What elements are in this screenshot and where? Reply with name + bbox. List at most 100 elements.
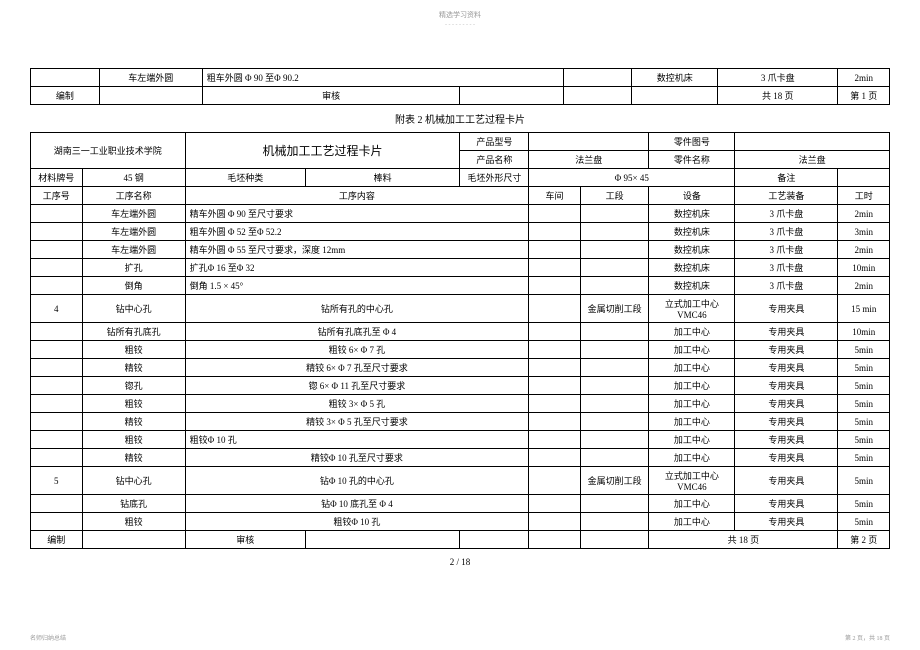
- cell-seq: [31, 323, 83, 341]
- cell-time: 2min: [838, 205, 890, 223]
- cell-tool: 专用夹具: [735, 495, 838, 513]
- cell: 3 爪卡盘: [718, 69, 838, 87]
- cell: [99, 87, 202, 105]
- cell-content: 扩孔Φ 16 至Φ 32: [185, 259, 529, 277]
- table-row: 粗铰粗铰Φ 10 孔加工中心专用夹具5min: [31, 431, 890, 449]
- cell-name: 粗铰: [82, 513, 185, 531]
- cell-tool: 3 爪卡盘: [735, 223, 838, 241]
- cell-name: 粗铰: [82, 341, 185, 359]
- cell: [31, 69, 100, 87]
- cell-tool: 专用夹具: [735, 513, 838, 531]
- cell-tool: 3 爪卡盘: [735, 241, 838, 259]
- cell-time: 5min: [838, 467, 890, 495]
- cell-tool: 专用夹具: [735, 341, 838, 359]
- cell: [82, 531, 185, 549]
- cell-name: 精铰: [82, 359, 185, 377]
- cell-shop: [529, 513, 581, 531]
- lbl: 零件图号: [649, 133, 735, 151]
- cell-name: 粗铰: [82, 395, 185, 413]
- cell-edit: 编制: [31, 87, 100, 105]
- cell-section: [580, 395, 649, 413]
- cell-equip: 加工中心: [649, 413, 735, 431]
- cell: [529, 531, 581, 549]
- table-row: 5钻中心孔钻Φ 10 孔的中心孔金属切削工段立式加工中心VMC46专用夹具5mi…: [31, 467, 890, 495]
- cell-shop: [529, 377, 581, 395]
- cell-seq: [31, 449, 83, 467]
- cell-pages: 共 18 页: [718, 87, 838, 105]
- cell-tool: 专用夹具: [735, 449, 838, 467]
- cell: 车左端外圆: [99, 69, 202, 87]
- cell-time: 5min: [838, 341, 890, 359]
- cell-name: 钻底孔: [82, 495, 185, 513]
- cell-section: [580, 277, 649, 295]
- lbl: 材料牌号: [31, 169, 83, 187]
- cell-tool: 专用夹具: [735, 359, 838, 377]
- col-shop: 车间: [529, 187, 581, 205]
- cell-content: 锪 6× Φ 11 孔至尺寸要求: [185, 377, 529, 395]
- cell-equip: 数控机床: [649, 241, 735, 259]
- cell-time: 15 min: [838, 295, 890, 323]
- table-row: 车左端外圆精车外圆 Φ 90 至尺寸要求数控机床3 爪卡盘2min: [31, 205, 890, 223]
- cell-shop: [529, 359, 581, 377]
- cell-content: 精铰 3× Φ 5 孔至尺寸要求: [185, 413, 529, 431]
- cell-shop: [529, 205, 581, 223]
- val: [838, 169, 890, 187]
- cell-content: 粗铰 6× Φ 7 孔: [185, 341, 529, 359]
- val: [529, 133, 649, 151]
- cell-section: 金属切削工段: [580, 295, 649, 323]
- table-row: 倒角倒角 1.5 × 45°数控机床3 爪卡盘2min: [31, 277, 890, 295]
- cell-shop: [529, 223, 581, 241]
- table-row: 精铰精铰 6× Φ 7 孔至尺寸要求加工中心专用夹具5min: [31, 359, 890, 377]
- cell-shop: [529, 259, 581, 277]
- cell-time: 5min: [838, 395, 890, 413]
- cell-tool: 专用夹具: [735, 467, 838, 495]
- cell-name: 锪孔: [82, 377, 185, 395]
- cell-equip: 加工中心: [649, 377, 735, 395]
- cell-name: 精铰: [82, 449, 185, 467]
- cell-shop: [529, 467, 581, 495]
- cell: 粗车外圆 Φ 90 至Φ 90.2: [202, 69, 563, 87]
- cell-content: 精车外圆 Φ 90 至尺寸要求: [185, 205, 529, 223]
- cell-shop: [529, 431, 581, 449]
- cell-equip: 数控机床: [649, 223, 735, 241]
- cell-content: 粗车外圆 Φ 52 至Φ 52.2: [185, 223, 529, 241]
- cell-shop: [529, 495, 581, 513]
- cell-section: [580, 223, 649, 241]
- cell-seq: [31, 359, 83, 377]
- footer-left: 名师归纳总结: [30, 633, 66, 642]
- cell-review: 审核: [202, 87, 460, 105]
- cell: [563, 87, 632, 105]
- cell-time: 5min: [838, 377, 890, 395]
- cell-tool: 专用夹具: [735, 431, 838, 449]
- col-seq: 工序号: [31, 187, 83, 205]
- col-section: 工段: [580, 187, 649, 205]
- cell-shop: [529, 277, 581, 295]
- table-row: 粗铰粗铰Φ 10 孔加工中心专用夹具5min: [31, 513, 890, 531]
- pages: 共 18 页: [649, 531, 838, 549]
- cell-seq: [31, 205, 83, 223]
- school: 湖南三一工业职业技术学院: [31, 133, 186, 169]
- cell-section: [580, 431, 649, 449]
- cell-content: 粗铰 3× Φ 5 孔: [185, 395, 529, 413]
- cell-shop: [529, 449, 581, 467]
- watermark-top: 精选学习资料: [30, 10, 890, 20]
- table-row: 车左端外圆精车外圆 Φ 55 至尺寸要求，深度 12mm数控机床3 爪卡盘2mi…: [31, 241, 890, 259]
- cell-equip: 加工中心: [649, 359, 735, 377]
- table-row: 精铰精铰 3× Φ 5 孔至尺寸要求加工中心专用夹具5min: [31, 413, 890, 431]
- cell-section: [580, 241, 649, 259]
- cell-name: 倒角: [82, 277, 185, 295]
- cell-time: 2min: [838, 241, 890, 259]
- val: [735, 133, 890, 151]
- cell-name: 粗铰: [82, 431, 185, 449]
- cell-section: [580, 323, 649, 341]
- cell: 数控机床: [632, 69, 718, 87]
- cell-name: 钻中心孔: [82, 467, 185, 495]
- cell-equip: 数控机床: [649, 205, 735, 223]
- cell-time: 5min: [838, 513, 890, 531]
- cell-equip: 加工中心: [649, 495, 735, 513]
- cell-shop: [529, 323, 581, 341]
- lbl: 毛坯外形尺寸: [460, 169, 529, 187]
- cell-equip: 立式加工中心VMC46: [649, 295, 735, 323]
- cell-name: 钻中心孔: [82, 295, 185, 323]
- cell-content: 钻Φ 10 底孔至 Φ 4: [185, 495, 529, 513]
